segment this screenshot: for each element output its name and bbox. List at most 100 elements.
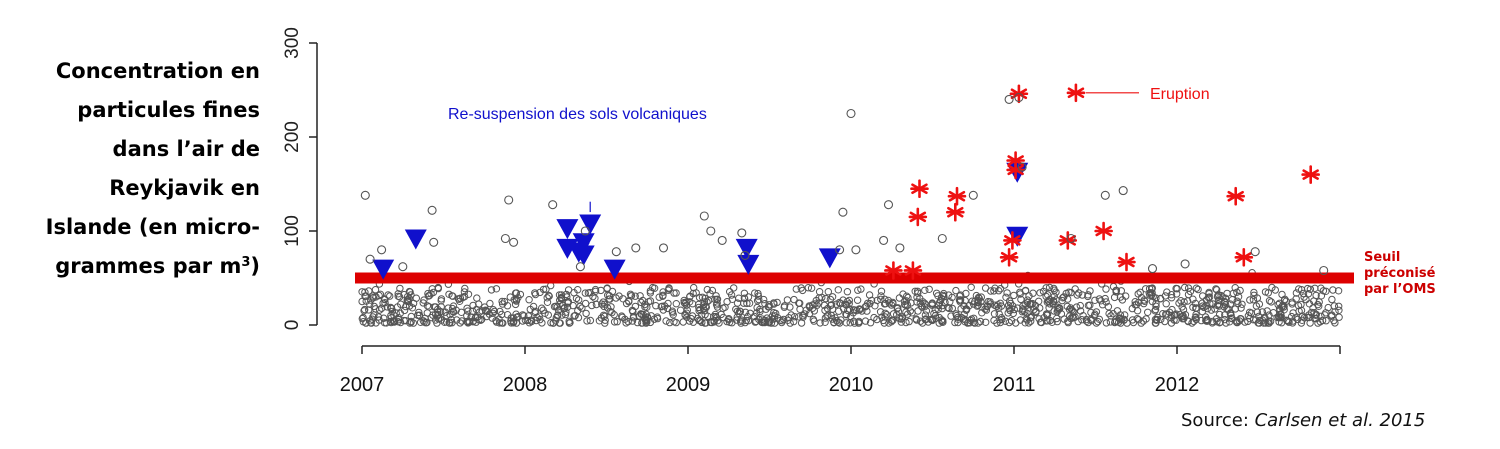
- background-point: [639, 296, 647, 305]
- background-point: [525, 296, 533, 304]
- background-point: [1084, 291, 1092, 299]
- background-point: [683, 309, 691, 317]
- background-point: [629, 314, 638, 322]
- background-point: [1200, 303, 1208, 312]
- background-point: [539, 306, 547, 314]
- background-point: [1231, 284, 1239, 292]
- background-point: [361, 288, 369, 296]
- background-point: [361, 305, 369, 314]
- background-point: [996, 285, 1005, 293]
- outlier-point: [706, 226, 716, 236]
- background-point: [631, 302, 640, 311]
- background-point: [625, 298, 633, 306]
- background-point: [380, 314, 388, 322]
- y-tick-label: 100: [282, 215, 303, 247]
- background-point: [362, 297, 370, 305]
- background-point: [1315, 302, 1323, 310]
- background-point: [698, 293, 707, 301]
- background-point: [740, 294, 749, 303]
- background-point: [863, 307, 871, 315]
- background-point: [564, 298, 573, 306]
- background-point: [1250, 288, 1258, 297]
- background-point: [995, 287, 1003, 295]
- background-point: [1030, 306, 1038, 314]
- background-point: [415, 311, 424, 319]
- background-point: [543, 298, 552, 306]
- background-point: [498, 300, 507, 308]
- background-point: [419, 299, 427, 307]
- resuspension-point: [603, 259, 626, 280]
- background-point: [1131, 298, 1139, 306]
- outlier-point: [365, 254, 375, 264]
- background-point: [633, 318, 642, 327]
- background-point: [1072, 303, 1081, 311]
- background-point: [1002, 293, 1010, 301]
- background-point: [940, 289, 948, 298]
- background-point: [1297, 306, 1306, 315]
- background-point: [381, 299, 389, 307]
- outlier-point: [1017, 162, 1027, 172]
- background-point: [1105, 309, 1113, 318]
- background-point: [876, 308, 885, 316]
- background-point: [712, 292, 720, 300]
- background-point: [663, 304, 672, 313]
- background-point: [978, 303, 986, 311]
- background-point: [1060, 293, 1068, 301]
- background-point: [389, 317, 398, 326]
- background-point: [743, 312, 752, 321]
- background-point: [744, 293, 753, 301]
- background-point: [646, 297, 655, 305]
- background-point: [512, 313, 521, 321]
- background-point: [652, 302, 660, 310]
- eruption-point: [1226, 186, 1245, 206]
- background-point: [1101, 294, 1109, 303]
- background-point: [464, 290, 473, 298]
- outlier-point: [1100, 190, 1110, 200]
- background-point: [610, 311, 618, 319]
- eruption-point: [884, 261, 903, 280]
- background-point: [672, 300, 680, 308]
- background-point: [681, 300, 689, 308]
- background-point: [935, 298, 944, 307]
- background-point: [921, 311, 930, 319]
- background-point: [374, 313, 383, 321]
- background-point: [1331, 308, 1339, 316]
- background-point: [437, 295, 446, 303]
- background-point: [1102, 285, 1110, 293]
- background-point: [446, 311, 454, 319]
- background-point: [1228, 296, 1237, 304]
- background-point: [1112, 288, 1120, 296]
- background-point: [816, 319, 824, 327]
- eruption-point: [1006, 160, 1025, 180]
- background-point: [925, 285, 933, 293]
- background-point: [1091, 310, 1099, 318]
- background-point: [643, 313, 652, 321]
- resuspension-point: [735, 238, 758, 259]
- background-point: [637, 310, 645, 318]
- background-point: [488, 314, 496, 322]
- background-point: [947, 312, 955, 320]
- background-point: [512, 319, 521, 327]
- background-point: [1173, 290, 1181, 298]
- background-point: [1055, 304, 1064, 312]
- background-point: [582, 309, 590, 318]
- background-point: [1189, 295, 1197, 303]
- source-citation: Source: Carlsen et al. 2015: [1181, 410, 1425, 431]
- y-axis-title-line-4: Reykjavik en: [109, 176, 260, 200]
- background-point: [1067, 304, 1075, 312]
- background-point: [486, 299, 494, 308]
- background-point: [511, 300, 520, 309]
- background-point: [854, 286, 862, 294]
- background-point: [595, 317, 604, 325]
- background-point: [832, 300, 841, 308]
- background-point: [807, 284, 816, 292]
- background-point: [877, 292, 885, 300]
- background-point: [1233, 288, 1241, 296]
- background-point: [510, 296, 518, 304]
- background-point: [1335, 306, 1343, 314]
- eruption-point: [1066, 83, 1086, 103]
- background-point: [1231, 305, 1240, 313]
- background-point: [1003, 289, 1011, 297]
- background-point: [765, 316, 773, 324]
